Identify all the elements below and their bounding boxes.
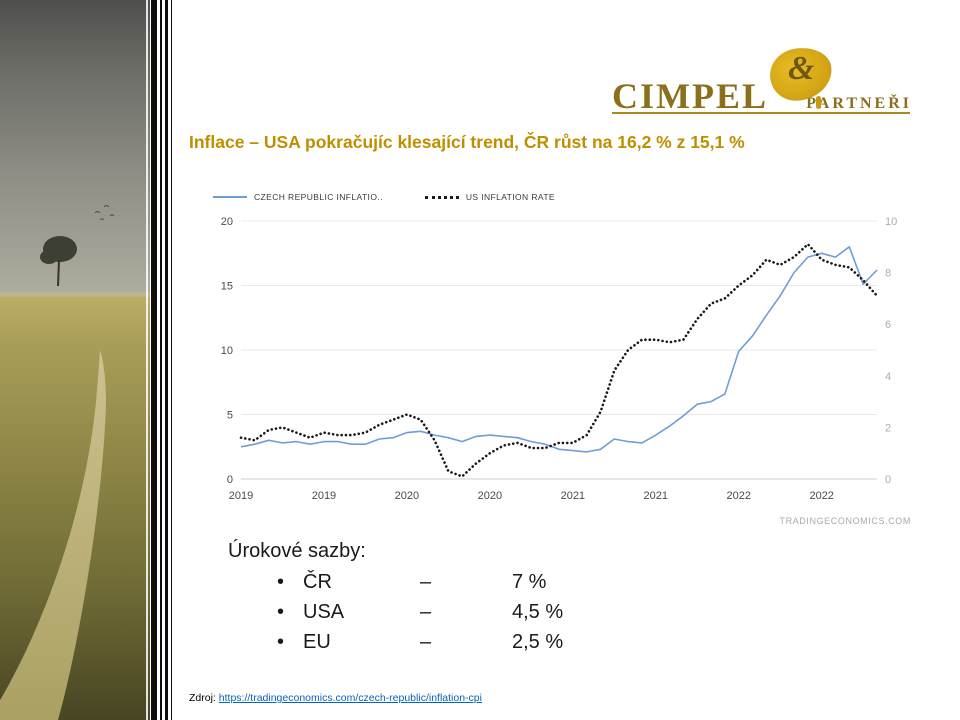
rate-value: 7 % [512,571,547,593]
interest-rates-block: Úrokové sazby: • ČR – 7 % • USA – 4,5 % … [228,540,563,657]
logo-brand-sub: PARTNEŘI [806,95,912,112]
rate-row-eu: • EU – 2,5 % [228,627,563,657]
bullet-icon: • [277,571,285,593]
svg-text:8: 8 [885,268,891,280]
source-link[interactable]: https://tradingeconomics.com/czech-repub… [218,692,482,704]
rate-label: USA [303,601,345,623]
svg-text:4: 4 [885,371,891,383]
svg-text:2019: 2019 [229,490,253,502]
rate-row-usa: • USA – 4,5 % [228,597,563,627]
logo-underline [612,112,910,114]
legend-item-us: US INFLATION RATE [424,192,555,202]
source-line: Zdroj: https://tradingeconomics.com/czec… [189,692,482,704]
bullet-icon: • [277,601,285,623]
bullet-icon: • [277,631,285,653]
rate-dash: – [420,571,432,593]
gold-blob-drip [816,96,821,109]
svg-text:2021: 2021 [644,490,668,502]
svg-text:2020: 2020 [478,490,502,502]
rate-label: EU [303,631,331,653]
legend-label: CZECH REPUBLIC INFLATIO.. [254,192,383,202]
rate-row-cr: • ČR – 7 % [228,567,563,597]
landscape-illustration [0,0,150,720]
svg-text:0: 0 [885,474,891,486]
slide-title: Inflace – USA pokračujíc klesající trend… [189,132,745,152]
logo-brand-main: CIMPEL [612,76,768,116]
decorative-bar [151,0,157,720]
rate-value: 4,5 % [512,601,564,623]
chart-watermark: TRADINGECONOMICS.COM [779,516,911,526]
inflation-chart: CZECH REPUBLIC INFLATIO.. US INFLATION R… [203,185,915,526]
rate-label: ČR [303,571,332,593]
svg-text:2022: 2022 [809,490,833,502]
legend-item-czech: CZECH REPUBLIC INFLATIO.. [213,192,383,202]
landscape-photo [0,0,150,720]
logo-ampersand: & [788,50,815,87]
chart-plot-area: 0 5 10 15 20 0 2 4 6 8 10 2019 2019 2020 2020 2021 2021 2… [221,216,898,502]
svg-text:2022: 2022 [726,490,750,502]
decorative-bar [165,0,168,720]
svg-text:20: 20 [221,216,233,228]
logo-ampersand-blob: & [766,43,836,109]
svg-text:10: 10 [885,216,897,228]
company-logo: CIMPEL & PARTNEŘI [612,43,912,116]
svg-text:6: 6 [885,319,891,331]
decorative-bar [160,0,162,720]
dotted-line-sample-icon [424,195,459,199]
svg-text:2: 2 [885,422,891,434]
decorative-bar [171,0,172,720]
svg-text:15: 15 [221,281,233,293]
svg-text:10: 10 [221,345,233,357]
chart-legend: CZECH REPUBLIC INFLATIO.. US INFLATION R… [213,185,915,209]
rates-heading: Úrokové sazby: [228,540,366,562]
svg-text:2021: 2021 [561,490,585,502]
legend-label: US INFLATION RATE [465,192,555,202]
svg-text:0: 0 [227,474,233,486]
svg-text:2020: 2020 [395,490,419,502]
rate-dash: – [420,631,432,653]
rate-dash: – [420,601,432,623]
rate-value: 2,5 % [512,631,564,653]
svg-text:2019: 2019 [312,490,336,502]
svg-text:5: 5 [227,410,233,422]
decorative-white-line [146,0,148,720]
blue-line-sample-icon [213,196,247,198]
source-prefix: Zdroj: [189,692,216,704]
